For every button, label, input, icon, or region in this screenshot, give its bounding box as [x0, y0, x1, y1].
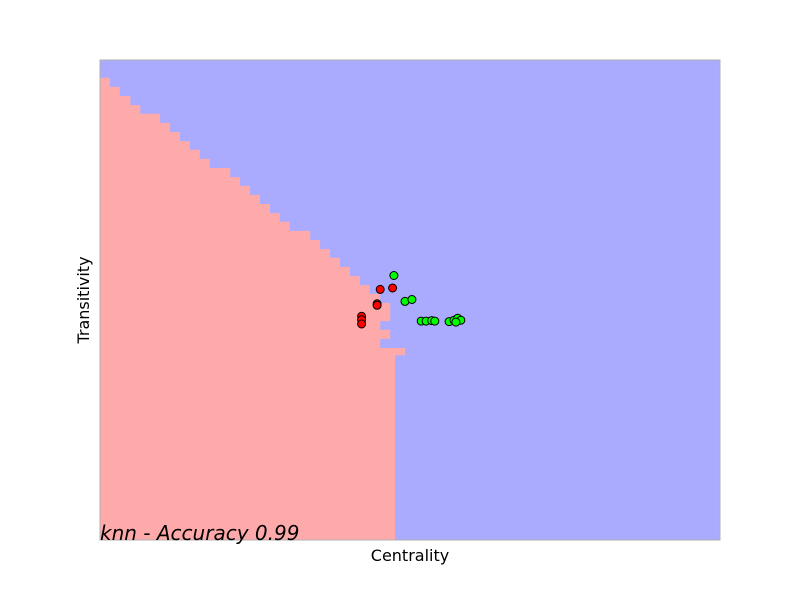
- data-points: [357, 271, 466, 329]
- data-point-series-1: [451, 317, 461, 327]
- plot-area: [99, 59, 721, 541]
- data-point-series-1: [407, 295, 417, 304]
- y-axis-label: Transitivity: [74, 256, 93, 344]
- x-axis-label: Centrality: [371, 546, 449, 565]
- data-point-series-1: [430, 316, 440, 326]
- data-point-series-1: [389, 271, 399, 280]
- data-point-series-0: [375, 284, 385, 294]
- data-point-series-0: [357, 319, 367, 329]
- decision-region-class-0: [100, 77, 405, 541]
- axes-frame: [99, 59, 721, 541]
- data-point-series-0: [372, 300, 382, 310]
- accuracy-annotation: knn - Accuracy 0.99: [100, 521, 299, 545]
- data-point-series-0: [388, 283, 398, 293]
